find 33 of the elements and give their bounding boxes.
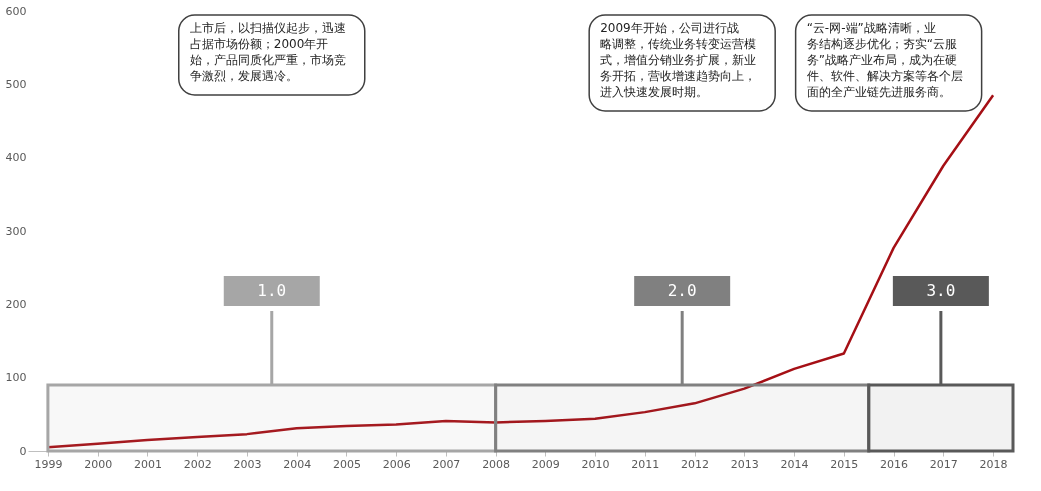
band-label: 1.0 [257, 281, 287, 300]
x-tick-label: 1999 [34, 457, 63, 471]
x-tick-label: 2000 [84, 457, 113, 471]
x-tick-label: 2012 [681, 457, 710, 471]
annotation: 2009年开始，公司进行战略调整，传统业务转变运营模式，增值分销业务扩展，新业务开拓，营收增速趋势向上，进入快速发展时期。 [600, 21, 757, 99]
x-tick-label: 2014 [780, 457, 809, 471]
x-tick-label: 2017 [929, 457, 958, 471]
band-label: 2.0 [667, 281, 697, 300]
x-tick-label: 2013 [730, 457, 759, 471]
y-tick-label: 200 [5, 297, 27, 311]
y-tick-label: 0 [19, 444, 27, 458]
annotation: “云-网-端”战略清晰，业务结构逐步优化；夯实“云服务”战略产业布局，成为在硬件、软件、解决方案等各个层面的全产业链先进服务商。 [806, 21, 963, 99]
x-tick-label: 2001 [133, 457, 162, 471]
x-tick-label: 2002 [183, 457, 212, 471]
x-tick-label: 2011 [631, 457, 660, 471]
y-tick-label: 400 [5, 151, 27, 165]
x-tick-label: 2004 [283, 457, 312, 471]
x-tick-label: 2016 [880, 457, 909, 471]
band-label: 3.0 [926, 281, 956, 300]
x-tick-label: 2007 [432, 457, 461, 471]
y-tick-label: 100 [5, 371, 27, 385]
x-tick-label: 2018 [979, 457, 1008, 471]
y-tick-label: 500 [5, 77, 27, 91]
x-tick-label: 2008 [482, 457, 511, 471]
x-tick-label: 2003 [233, 457, 262, 471]
y-tick-label: 600 [5, 4, 27, 18]
x-tick-label: 2010 [581, 457, 610, 471]
x-tick-label: 2006 [382, 457, 411, 471]
y-tick-label: 300 [5, 224, 27, 238]
x-tick-label: 2015 [830, 457, 859, 471]
annotation: 上市后，以扫描仪起步，迅速占据市场份额；2000年开始，产品同质化严重，市场竞争激烈，发展遇冷。 [189, 21, 346, 83]
x-tick-label: 2009 [531, 457, 560, 471]
x-tick-label: 2005 [332, 457, 361, 471]
